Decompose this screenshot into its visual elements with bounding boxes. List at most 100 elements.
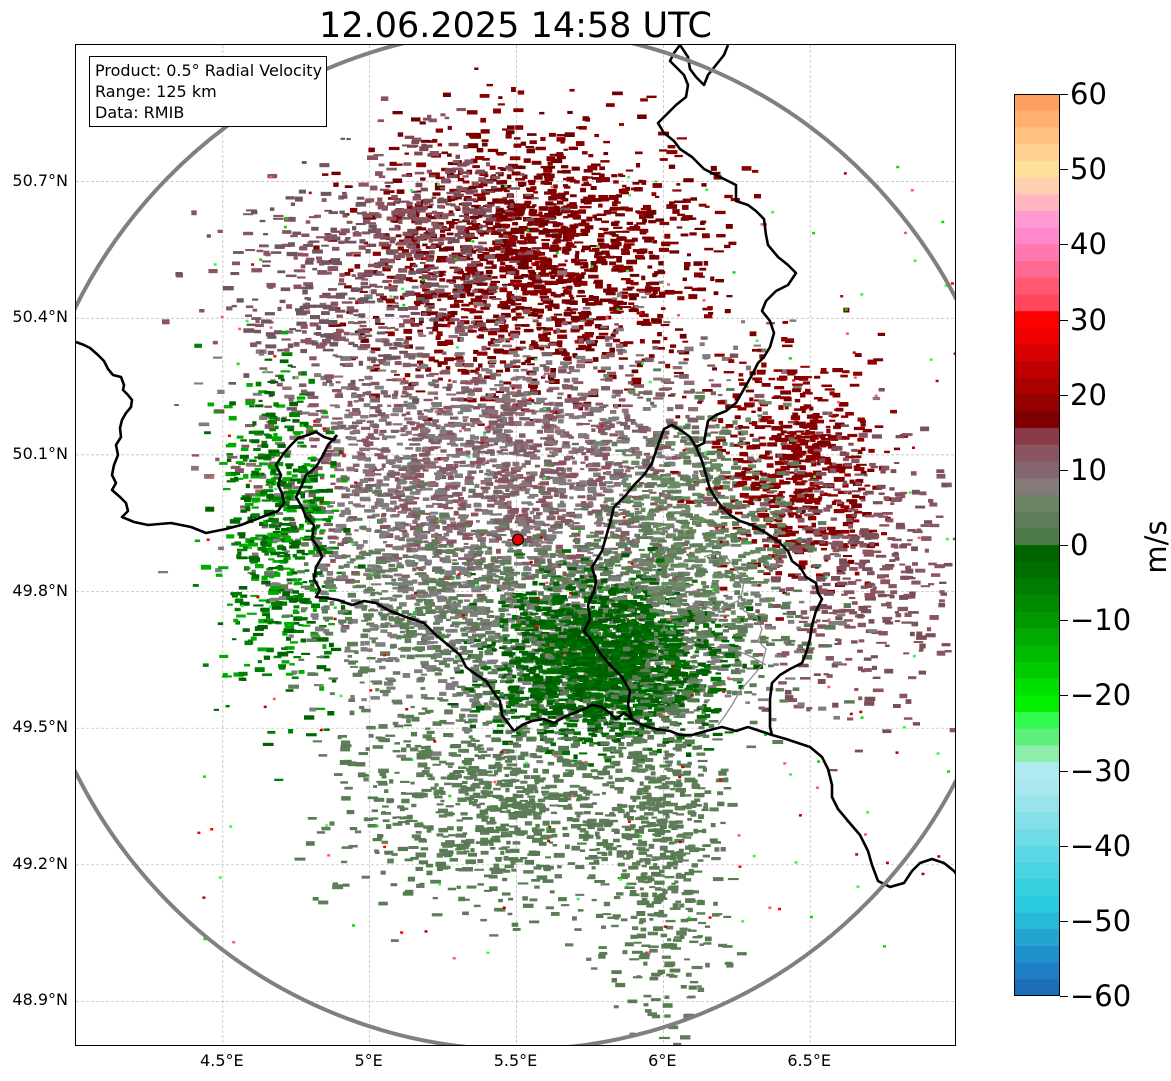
echo-gate bbox=[557, 515, 566, 521]
echo-gate bbox=[634, 305, 645, 309]
echo-gate bbox=[408, 382, 413, 387]
echo-gate bbox=[586, 216, 593, 222]
echo-gate bbox=[441, 323, 451, 328]
echo-gate bbox=[463, 188, 468, 191]
echo-gate bbox=[580, 461, 586, 464]
echo-gate bbox=[460, 442, 468, 447]
echo-gate bbox=[449, 296, 457, 300]
echo-gate bbox=[814, 500, 821, 505]
echo-gate bbox=[609, 531, 615, 535]
echo-gate bbox=[783, 397, 792, 402]
echo-gate bbox=[524, 575, 535, 580]
echo-gate bbox=[451, 218, 460, 221]
echo-gate bbox=[704, 441, 710, 444]
echo-gate bbox=[521, 324, 530, 327]
echo-gate bbox=[489, 387, 497, 391]
echo-gate bbox=[510, 164, 516, 170]
echo-gate bbox=[510, 490, 519, 496]
echo-gate bbox=[308, 403, 319, 407]
echo-gate bbox=[255, 341, 262, 345]
echo-gate bbox=[365, 273, 374, 276]
echo-gate bbox=[554, 429, 565, 434]
echo-gate bbox=[508, 441, 513, 444]
echo-gate bbox=[456, 362, 463, 367]
echo-gate bbox=[496, 450, 503, 453]
echo-gate bbox=[476, 282, 488, 286]
echo-gate bbox=[438, 216, 448, 220]
echo-gate bbox=[402, 529, 407, 533]
echo-gate bbox=[346, 220, 353, 224]
echo-gate bbox=[410, 249, 417, 254]
echo-gate bbox=[543, 327, 553, 331]
echo-gate bbox=[429, 151, 439, 156]
echo-gate bbox=[607, 485, 615, 488]
echo-gate bbox=[667, 407, 674, 412]
echo-gate bbox=[499, 253, 510, 259]
echo-gate bbox=[378, 502, 390, 508]
echo-gate bbox=[452, 552, 459, 557]
echo-gate bbox=[612, 297, 618, 300]
echo-gate bbox=[503, 413, 514, 416]
echo-gate bbox=[477, 537, 487, 540]
echo-gate bbox=[490, 458, 497, 463]
echo-gate bbox=[689, 551, 694, 556]
echo-gate bbox=[512, 222, 519, 226]
echo-gate bbox=[572, 245, 577, 248]
echo-gate bbox=[453, 463, 459, 469]
echo-gate bbox=[424, 283, 430, 287]
echo-gate bbox=[510, 217, 522, 220]
echo-gate bbox=[576, 295, 586, 298]
echo-gate bbox=[820, 435, 826, 441]
echo-gate bbox=[523, 328, 534, 333]
echo-gate bbox=[596, 316, 606, 321]
echo-gate bbox=[361, 231, 371, 235]
echo-gate bbox=[536, 265, 547, 271]
echo-gate bbox=[715, 491, 721, 497]
echo-gate bbox=[766, 463, 774, 468]
echo-gate bbox=[475, 460, 482, 464]
echo-gate bbox=[308, 216, 319, 219]
echo-gate bbox=[616, 534, 626, 539]
echo-gate bbox=[507, 167, 514, 172]
echo-gate bbox=[432, 138, 438, 143]
echo-gate bbox=[394, 361, 402, 366]
echo-gate bbox=[620, 301, 627, 305]
echo-gate bbox=[558, 347, 563, 352]
echo-gate bbox=[713, 175, 722, 180]
echo-gate bbox=[644, 357, 654, 363]
echo-gate bbox=[873, 358, 884, 362]
echo-gate bbox=[815, 476, 822, 479]
echo-gate bbox=[395, 234, 402, 238]
radar-map-plot[interactable] bbox=[75, 44, 956, 1046]
echo-gate bbox=[555, 414, 565, 419]
echo-gate bbox=[560, 433, 570, 438]
echo-gate bbox=[386, 258, 395, 264]
echo-gate bbox=[540, 376, 546, 379]
echo-gate bbox=[398, 498, 409, 502]
echo-gate bbox=[793, 450, 801, 453]
echo-gate bbox=[682, 277, 687, 282]
echo-gate bbox=[820, 547, 827, 551]
echo-gate bbox=[565, 243, 575, 248]
echo-gate bbox=[447, 321, 455, 325]
echo-gate bbox=[768, 483, 778, 486]
echo-gate bbox=[396, 442, 403, 446]
echo-gate bbox=[415, 182, 423, 188]
echo-gate bbox=[672, 189, 682, 192]
echo-gate bbox=[412, 567, 417, 572]
echo-gate bbox=[574, 279, 579, 284]
echo-gate bbox=[462, 210, 471, 214]
echo-gate bbox=[447, 314, 455, 318]
echo-gate bbox=[551, 211, 560, 216]
echo-gate bbox=[610, 333, 616, 338]
echo-gate bbox=[344, 507, 350, 510]
echo-gate bbox=[420, 530, 431, 534]
echo-gate bbox=[424, 512, 431, 515]
echo-gate bbox=[587, 411, 594, 417]
echo-gate bbox=[837, 502, 845, 507]
echo-gate bbox=[392, 111, 403, 115]
chart-title: 12.06.2025 14:58 UTC bbox=[319, 6, 712, 46]
echo-gate bbox=[347, 268, 354, 273]
echo-gate bbox=[660, 378, 671, 383]
echo-gate bbox=[595, 478, 603, 482]
